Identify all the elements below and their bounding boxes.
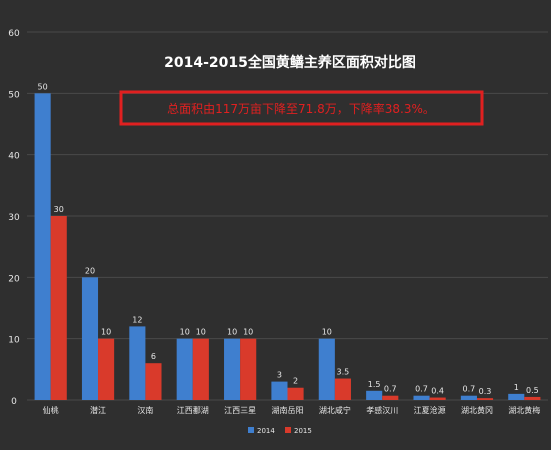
data-label: 10: [322, 328, 332, 337]
data-label: 0.3: [479, 387, 492, 396]
bar-2014-6: [318, 338, 335, 400]
x-tick-label: 江夏沧源: [414, 405, 446, 415]
legend: 2014 2015: [248, 427, 312, 435]
y-tick-label: 50: [8, 90, 20, 100]
y-tick-label: 0: [11, 397, 17, 407]
legend-label: 2015: [294, 427, 312, 435]
y-axis: 0 10 20 30 40 50 60: [8, 29, 20, 407]
data-label: 20: [85, 266, 95, 275]
bar-2015-1: [98, 338, 115, 400]
x-tick-label: 汉南: [137, 405, 153, 415]
data-label: 30: [54, 205, 64, 214]
x-tick-label: 湖北黄冈: [461, 405, 493, 415]
x-tick-label: 江西三星: [224, 406, 256, 415]
data-label: 10: [196, 328, 206, 337]
bar-2014-1: [81, 277, 99, 400]
x-tick-label: 孝感汉川: [366, 405, 398, 415]
data-label: 0.7: [463, 385, 476, 394]
x-tick-label: 仙桃: [43, 405, 59, 415]
bar-2015-10: [524, 396, 541, 400]
x-tick-label: 湖北咸宁: [319, 405, 351, 415]
data-label: 6: [151, 352, 156, 361]
y-tick-label: 40: [8, 152, 20, 162]
bar-2015-0: [50, 216, 67, 400]
data-label: 10: [101, 328, 111, 337]
data-label: 10: [243, 328, 253, 337]
bar-2014-4: [224, 338, 241, 400]
bar-2015-8: [429, 397, 446, 400]
data-label: 50: [38, 82, 48, 91]
bar-2014-5: [271, 381, 288, 400]
data-label: 2: [293, 377, 298, 386]
bar-2015-3: [192, 338, 209, 400]
data-label: 10: [227, 328, 237, 337]
data-label: 0.7: [384, 385, 397, 394]
y-tick-label: 20: [8, 274, 20, 284]
y-tick-label: 30: [8, 213, 20, 223]
x-tick-label: 江西鄱湖: [177, 406, 209, 415]
bar-2015-9: [476, 398, 494, 400]
x-axis: 仙桃 潜江 汉南 江西鄱湖 江西三星 湖南岳阳 湖北咸宁 孝感汉川 江夏沧源 湖北黄冈 湖北黄梅: [43, 405, 541, 415]
bar-2015-4: [240, 338, 257, 400]
x-tick-label: 潜江: [90, 405, 106, 415]
y-tick-label: 60: [8, 29, 20, 39]
bar-2015-5: [287, 387, 304, 400]
annotation-border: [119, 90, 484, 126]
bar-2014-10: [508, 393, 525, 400]
bar-2014-0: [34, 93, 51, 400]
data-label: 0.4: [431, 387, 444, 396]
annotation-text: 总面积由117万亩下降至71.8万，下降率38.3%。: [167, 101, 435, 116]
data-label: 0.5: [526, 386, 539, 395]
data-label: 0.7: [415, 385, 428, 394]
bar-2014-3: [176, 338, 193, 400]
bar-2014-8: [413, 395, 430, 400]
data-label: 1.5: [368, 380, 381, 389]
y-tick-label: 10: [8, 336, 20, 346]
legend-label: 2014: [257, 427, 275, 435]
data-label: 12: [132, 315, 142, 324]
annotation-box: 总面积由117万亩下降至71.8万，下降率38.3%。: [119, 90, 484, 126]
data-label: 3: [277, 371, 282, 380]
bar-2014-2: [129, 326, 146, 400]
data-label: 3.5: [337, 368, 350, 377]
data-label: 10: [180, 328, 190, 337]
bar-2015-6: [334, 378, 351, 400]
bar-2014-9: [460, 395, 477, 400]
bars-layer: [34, 93, 541, 400]
legend-swatch-2015: [285, 427, 291, 433]
legend-swatch-2014: [248, 427, 254, 433]
bar-2015-7: [382, 395, 399, 400]
data-label: 1: [514, 383, 519, 392]
x-tick-label: 湖北黄梅: [508, 405, 540, 415]
x-tick-label: 湖南岳阳: [272, 405, 304, 415]
bar-2015-2: [145, 363, 162, 400]
chart-title: 2014-2015全国黄鳝主养区面积对比图: [164, 54, 416, 71]
bar-2014-7: [366, 390, 383, 400]
